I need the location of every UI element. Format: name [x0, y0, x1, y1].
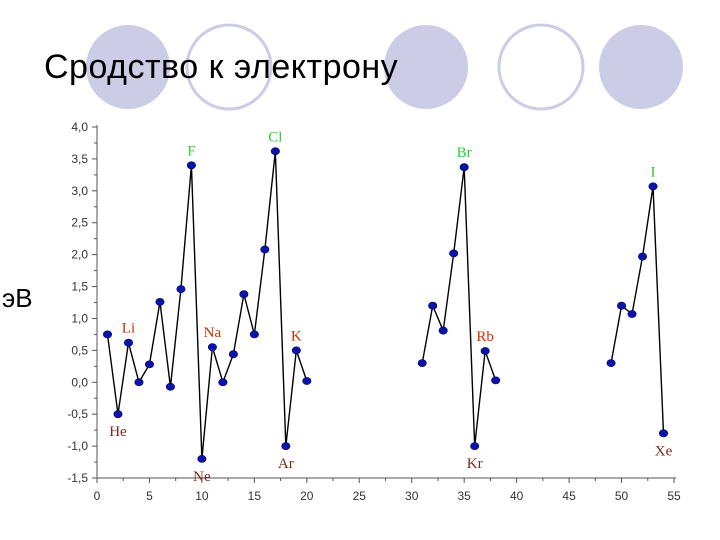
- data-point: [291, 346, 301, 355]
- element-label-f: F: [187, 143, 195, 159]
- chart-annotations: F Cl Br I Li Na K Rb He Ne Ar Kr Xe: [109, 129, 672, 485]
- series-line-segment-2: [421, 167, 497, 447]
- y-tick-label: 2,0: [71, 248, 88, 262]
- element-label-xe: Xe: [655, 443, 673, 459]
- element-label-ne: Ne: [193, 469, 211, 485]
- decorative-circle-1: [86, 25, 170, 109]
- x-tick-label: 55: [667, 489, 681, 503]
- data-point: [470, 442, 480, 450]
- x-tick-label: 35: [458, 489, 472, 503]
- element-label-k: K: [291, 328, 302, 344]
- decorative-circle-3: [384, 25, 468, 109]
- element-label-cl: Cl: [268, 129, 282, 145]
- series-line-segment-1: [106, 151, 308, 459]
- element-label-i: I: [651, 164, 656, 180]
- x-tick-label: 45: [562, 489, 576, 503]
- chart-lines: [106, 151, 665, 459]
- data-point: [228, 350, 238, 359]
- element-label-rb: Rb: [476, 329, 494, 345]
- y-axis-unit-label: эВ: [2, 283, 33, 313]
- x-tick-label: 5: [146, 489, 153, 503]
- x-tick-label: 25: [353, 489, 367, 503]
- decorative-circle-2: [185, 23, 273, 111]
- x-tick-label: 20: [300, 489, 314, 503]
- data-point: [207, 343, 217, 352]
- data-point: [239, 290, 249, 299]
- element-label-li: Li: [122, 321, 135, 337]
- x-tick-label: 40: [510, 489, 524, 503]
- x-tick-label: 30: [405, 489, 419, 503]
- decorative-circle-4: [497, 23, 585, 111]
- element-label-kr: Kr: [467, 456, 483, 472]
- element-label-br: Br: [457, 145, 472, 161]
- element-label-ar: Ar: [278, 456, 294, 472]
- y-tick-label: 1,0: [71, 311, 88, 325]
- data-point: [459, 163, 469, 172]
- data-point: [480, 347, 490, 355]
- data-point: [102, 330, 112, 339]
- data-point: [260, 245, 270, 254]
- data-point: [659, 429, 669, 438]
- element-label-na: Na: [204, 325, 222, 341]
- data-point: [155, 297, 165, 306]
- y-tick-label: 0,0: [71, 375, 88, 389]
- data-point: [176, 285, 186, 293]
- y-tick-label: 4,0: [71, 120, 88, 134]
- data-point: [134, 378, 144, 387]
- x-tick-label: 50: [615, 489, 629, 503]
- y-tick-label: 1,5: [71, 280, 88, 294]
- series-line-segment-3: [610, 186, 665, 434]
- x-tick-label: 15: [248, 489, 262, 503]
- data-point: [449, 249, 459, 258]
- data-point: [491, 376, 501, 385]
- decorative-circles: [86, 23, 683, 111]
- x-tick-label: 0: [94, 489, 101, 503]
- data-point: [218, 378, 228, 387]
- data-point: [144, 360, 154, 369]
- decorative-circle-5: [599, 25, 683, 109]
- data-point: [428, 301, 438, 310]
- data-point: [123, 338, 133, 347]
- chart-axes: -1,5 -1,0 -0,5 0,0 0,5 1,0 1,5 2,0 2,5 3,0 3,5 4,0 0…: [67, 120, 681, 503]
- data-point: [627, 310, 637, 318]
- data-point: [638, 252, 648, 261]
- slide-title: Сродство к электрону: [44, 48, 399, 86]
- data-point: [617, 301, 627, 310]
- y-tick-label: 3,5: [71, 152, 88, 166]
- data-point: [186, 161, 196, 170]
- y-tick-label: 2,5: [71, 216, 88, 230]
- y-tick-label: -0,5: [67, 407, 88, 421]
- y-tick-label: 0,5: [71, 343, 88, 357]
- data-point: [270, 147, 280, 156]
- element-label-he: He: [109, 424, 127, 440]
- data-point: [302, 377, 312, 385]
- data-point: [113, 410, 123, 419]
- chart-points: [102, 147, 669, 463]
- data-point: [606, 359, 616, 368]
- y-tick-label: 3,0: [71, 184, 88, 198]
- data-point: [438, 326, 448, 335]
- data-point: [648, 182, 658, 191]
- data-point: [417, 359, 427, 368]
- data-point: [165, 382, 175, 391]
- data-point: [197, 454, 207, 463]
- x-tick-label: 10: [195, 489, 209, 503]
- y-tick-label: -1,0: [67, 439, 88, 453]
- data-point: [249, 330, 259, 339]
- data-point: [281, 442, 291, 450]
- y-tick-label: -1,5: [67, 471, 88, 485]
